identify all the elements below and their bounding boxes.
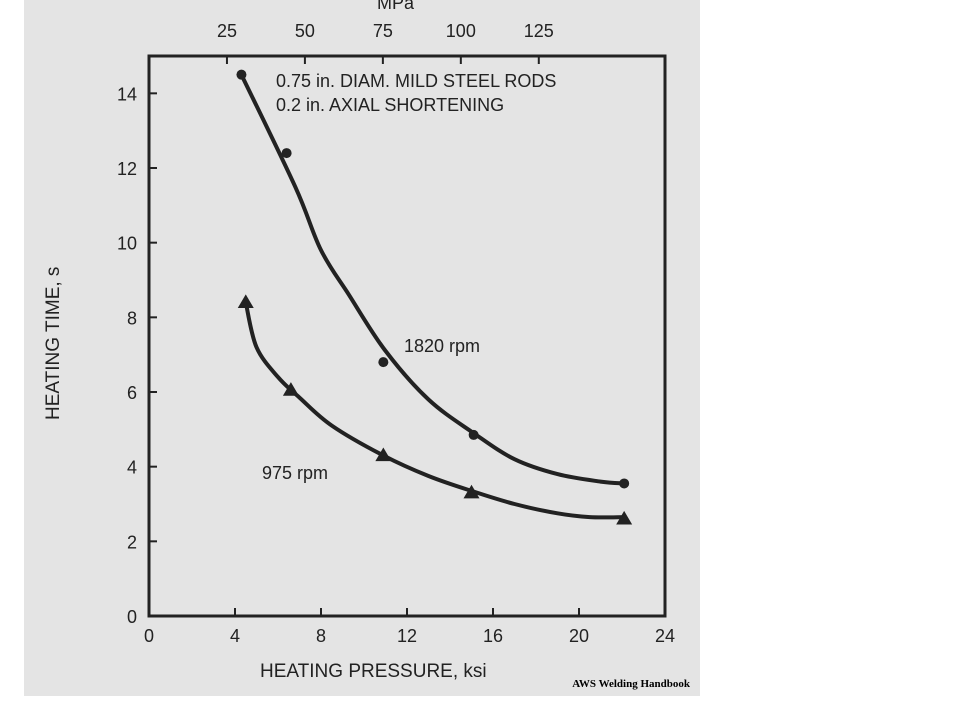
curve-975-rpm [243, 300, 627, 520]
y-tick-label: 12 [117, 159, 137, 179]
data-point-1820-rpm [378, 357, 389, 368]
data-point-1820-rpm [236, 69, 247, 80]
x-tick-label: 12 [397, 626, 417, 646]
y-tick-label: 8 [127, 308, 137, 328]
top-tick-label: 50 [295, 21, 315, 41]
y-tick-label: 2 [127, 532, 137, 552]
top-tick-label: 125 [524, 21, 554, 41]
source-caption: AWS Welding Handbook [572, 678, 690, 690]
x-tick-label: 0 [144, 626, 154, 646]
y-axis-label: HEATING TIME, s [43, 267, 64, 420]
x-tick-label: 4 [230, 626, 240, 646]
y-tick-label: 14 [117, 84, 137, 104]
figure-panel: 0 4 8 12 16 20 24 0 2 4 6 8 10 12 14 25 50 75 100 125 0.75 … [24, 0, 700, 696]
top-axis-label: MPa [377, 0, 415, 13]
data-point-1820-rpm [281, 148, 292, 159]
data-point-975-rpm [282, 382, 299, 396]
data-point-1820-rpm [468, 429, 479, 440]
y-tick-label: 6 [127, 383, 137, 403]
top-tick-label: 75 [373, 21, 393, 41]
data-point-1820-rpm [619, 478, 630, 489]
x-axis-label: HEATING PRESSURE, ksi [260, 661, 487, 682]
data-point-975-rpm [616, 510, 633, 525]
x-tick-label: 24 [655, 626, 675, 646]
y-tick-label: 10 [117, 234, 137, 254]
series-label-1820-rpm: 1820 rpm [404, 336, 480, 356]
x-tick-label: 20 [569, 626, 589, 646]
y-tick-label: 0 [127, 607, 137, 627]
data-point-975-rpm [237, 294, 254, 308]
data-point-975-rpm [375, 447, 392, 462]
annotation-axial-shortening: 0.2 in. AXIAL SHORTENING [276, 95, 504, 115]
x-tick-label: 16 [483, 626, 503, 646]
top-tick-label: 25 [217, 21, 237, 41]
data-point-975-rpm [463, 484, 480, 499]
top-tick-label: 100 [446, 21, 476, 41]
series-label-975-rpm: 975 rpm [262, 463, 328, 483]
x-tick-label: 8 [316, 626, 326, 646]
curve-1820-rpm [239, 72, 627, 486]
y-tick-label: 4 [127, 458, 137, 478]
annotation-rod-diameter: 0.75 in. DIAM. MILD STEEL RODS [276, 71, 556, 91]
